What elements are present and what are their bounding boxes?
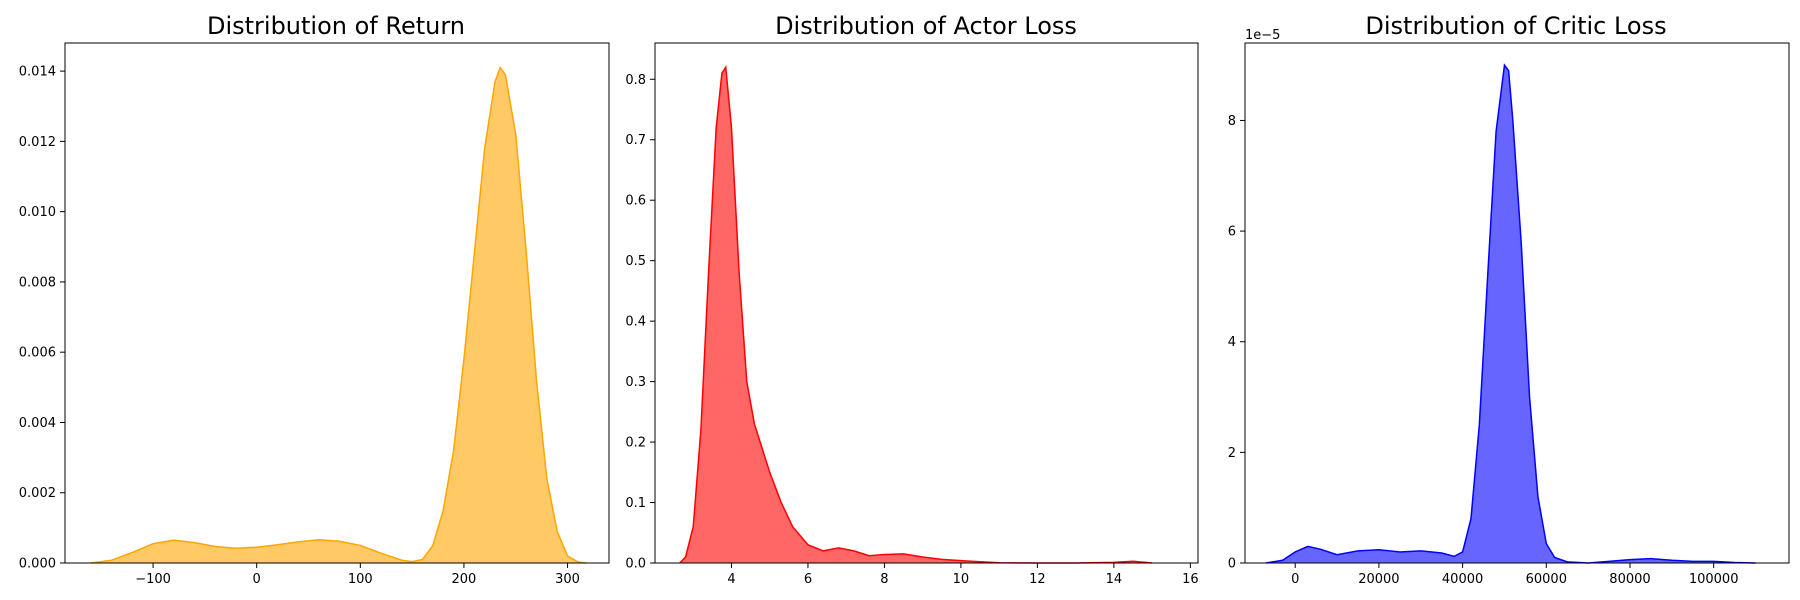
critic-loss-y-tick-label: 0 xyxy=(1228,557,1236,572)
return-panel: Distribution of Return −100 0 100 200 300 0.0… xyxy=(19,12,610,587)
critic-loss-axes-frame xyxy=(1244,42,1790,564)
return-density-fill xyxy=(90,67,587,563)
critic-loss-y-tick-label: 8 xyxy=(1228,114,1236,129)
actor-loss-title: Distribution of Actor Loss xyxy=(775,12,1077,40)
actor-loss-y-tick-label: 0.5 xyxy=(625,254,646,269)
critic-loss-x-tick-label: 40000 xyxy=(1442,572,1483,587)
actor-loss-x-tick-label: 14 xyxy=(1106,572,1123,587)
return-plot: −100 0 100 200 300 0.000 0.002 0.004 0.006 0.008 0… xyxy=(19,65,587,587)
actor-loss-axes-frame xyxy=(654,42,1199,564)
return-y-tick-label: 0.014 xyxy=(19,65,56,80)
actor-loss-y-tick-label: 0.4 xyxy=(625,315,646,330)
critic-loss-panel: Distribution of Critic Loss 1e−5 0 20000 4… xyxy=(1228,12,1790,587)
critic-loss-x-tick-label: 100000 xyxy=(1689,572,1739,587)
critic-loss-density-fill xyxy=(1265,65,1756,563)
actor-loss-x-tick-label: 10 xyxy=(953,572,970,587)
return-y-tick-label: 0.012 xyxy=(19,135,56,150)
critic-loss-x-tick-label: 60000 xyxy=(1526,572,1567,587)
actor-loss-x-tick-label: 6 xyxy=(804,572,812,587)
return-y-tick-label: 0.002 xyxy=(19,486,56,501)
actor-loss-y-tick-label: 0.2 xyxy=(625,436,646,451)
critic-loss-plot: 0 20000 40000 60000 80000 100000 0 2 4 6 8 xyxy=(1228,63,1756,587)
actor-loss-x-tick-label: 12 xyxy=(1029,572,1046,587)
return-y-tick-label: 0.006 xyxy=(19,346,56,361)
actor-loss-y-tick-label: 0.7 xyxy=(625,133,646,148)
critic-loss-y-tick-label: 4 xyxy=(1228,335,1236,350)
return-x-tick-label: 0 xyxy=(253,572,261,587)
return-x-tick-label: 300 xyxy=(555,572,580,587)
return-x-tick-label: 200 xyxy=(452,572,477,587)
actor-loss-y-tick-label: 0.8 xyxy=(625,73,646,88)
critic-loss-x-tick-label: 20000 xyxy=(1358,572,1399,587)
actor-loss-x-tick-label: 4 xyxy=(727,572,735,587)
actor-loss-plot: 4 6 8 10 12 14 16 0.0 0.1 0.2 0.3 0.4 0.5 0.6 0.7 0.8 xyxy=(625,64,1199,587)
return-y-tick-label: 0.008 xyxy=(19,275,56,290)
return-x-tick-label: −100 xyxy=(135,572,171,587)
actor-loss-density-line xyxy=(679,64,1153,564)
critic-loss-y-tick-label: 6 xyxy=(1228,225,1236,240)
return-x-tick-label: 100 xyxy=(348,572,373,587)
critic-loss-y-offset-label: 1e−5 xyxy=(1245,28,1280,43)
actor-loss-density-fill xyxy=(679,67,1153,563)
critic-loss-density-line xyxy=(1265,63,1756,564)
critic-loss-x-tick-label: 0 xyxy=(1291,572,1299,587)
actor-loss-x-tick-label: 8 xyxy=(880,572,888,587)
return-y-tick-label: 0.010 xyxy=(19,205,56,220)
actor-loss-y-tick-label: 0.6 xyxy=(625,194,646,209)
actor-loss-panel: Distribution of Actor Loss 4 6 8 10 12 14 16 0.… xyxy=(625,12,1198,587)
critic-loss-title: Distribution of Critic Loss xyxy=(1365,12,1666,40)
actor-loss-x-tick-label: 16 xyxy=(1182,572,1199,587)
return-y-tick-label: 0.000 xyxy=(19,557,56,572)
actor-loss-y-tick-label: 0.3 xyxy=(625,375,646,390)
return-y-tick-label: 0.004 xyxy=(19,416,56,431)
critic-loss-y-tick-label: 2 xyxy=(1228,446,1236,461)
return-axes-frame xyxy=(64,42,610,564)
return-title: Distribution of Return xyxy=(207,12,465,40)
critic-loss-x-tick-label: 80000 xyxy=(1609,572,1650,587)
return-density-line xyxy=(90,66,587,564)
actor-loss-y-tick-label: 0.0 xyxy=(625,557,646,572)
actor-loss-y-tick-label: 0.1 xyxy=(625,496,646,511)
